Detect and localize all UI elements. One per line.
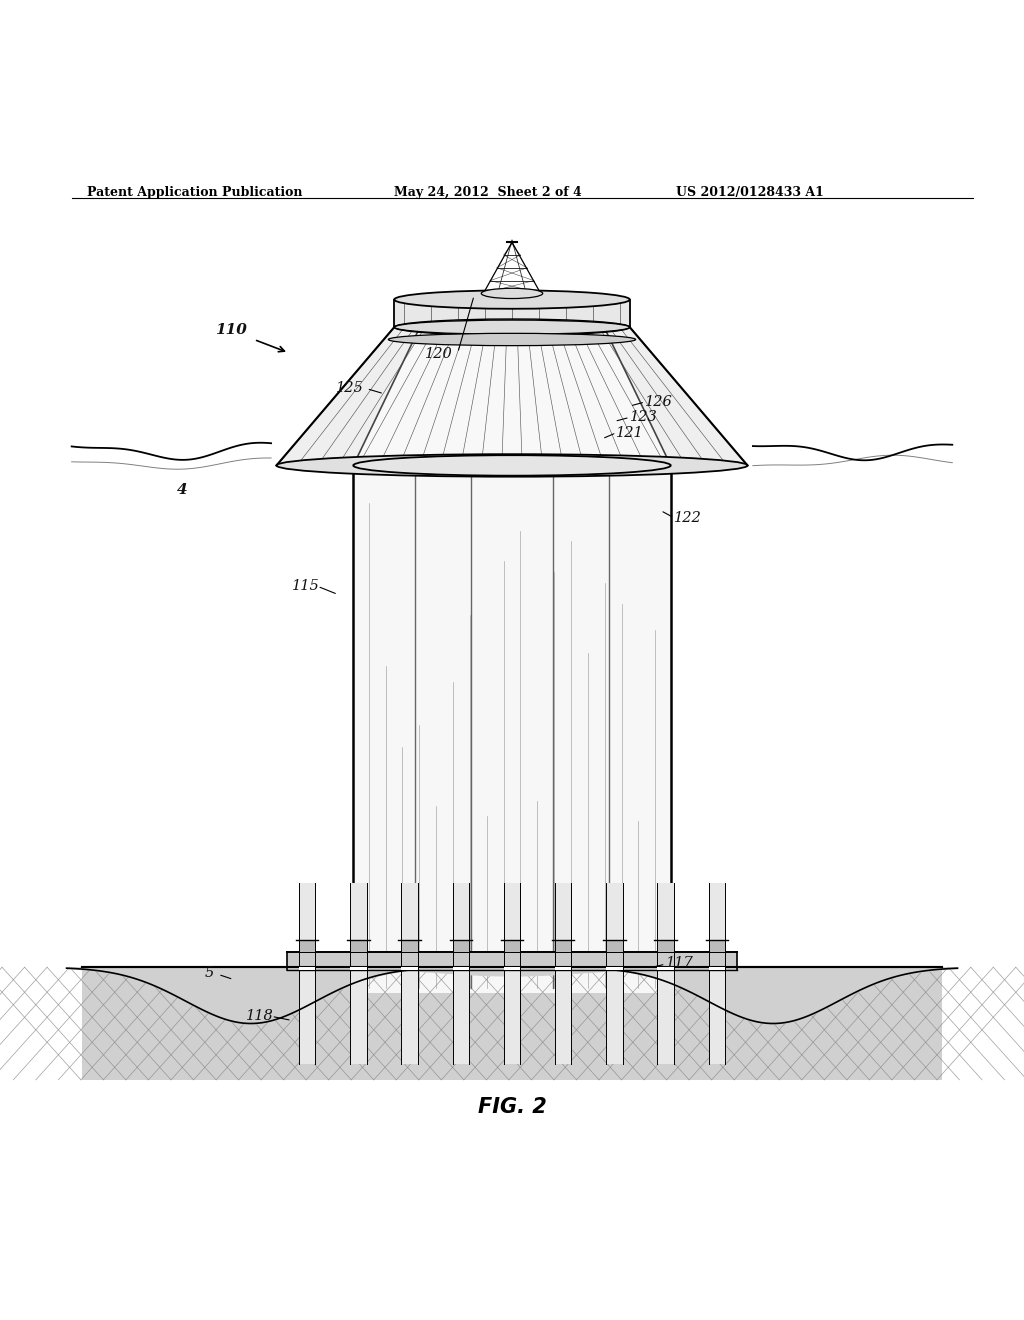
Text: 120: 120: [425, 347, 453, 360]
Bar: [709, 940, 725, 952]
Text: US 2012/0128433 A1: US 2012/0128433 A1: [676, 186, 823, 199]
Polygon shape: [299, 883, 315, 1064]
Bar: [350, 940, 367, 952]
Polygon shape: [504, 883, 520, 1064]
Polygon shape: [394, 300, 630, 327]
Bar: [555, 940, 571, 952]
Polygon shape: [350, 883, 367, 1064]
Text: May 24, 2012  Sheet 2 of 4: May 24, 2012 Sheet 2 of 4: [394, 186, 582, 199]
Ellipse shape: [394, 319, 630, 334]
Polygon shape: [657, 883, 674, 1064]
Ellipse shape: [481, 288, 543, 298]
Text: 121: 121: [616, 426, 644, 440]
Text: 5: 5: [205, 966, 214, 981]
Polygon shape: [606, 883, 623, 1064]
Polygon shape: [555, 883, 571, 1064]
Text: 118: 118: [246, 1010, 273, 1023]
Text: Patent Application Publication: Patent Application Publication: [87, 186, 302, 199]
Bar: [504, 940, 520, 952]
Text: 117: 117: [666, 956, 693, 970]
Text: 123: 123: [630, 411, 657, 425]
Polygon shape: [453, 883, 469, 1064]
Text: FIG. 2: FIG. 2: [477, 1097, 547, 1118]
Polygon shape: [82, 968, 942, 1080]
Bar: [401, 940, 418, 952]
Text: 126: 126: [645, 395, 673, 409]
Polygon shape: [709, 968, 725, 970]
Ellipse shape: [276, 454, 748, 477]
Polygon shape: [401, 968, 418, 970]
Polygon shape: [657, 968, 674, 970]
Polygon shape: [299, 968, 315, 970]
Polygon shape: [401, 883, 418, 1064]
Ellipse shape: [388, 334, 636, 346]
Polygon shape: [709, 883, 725, 1064]
Polygon shape: [555, 968, 571, 970]
Polygon shape: [504, 968, 520, 970]
Polygon shape: [606, 968, 623, 970]
Text: 125: 125: [336, 380, 364, 395]
Bar: [657, 940, 674, 952]
Text: 4: 4: [177, 483, 187, 498]
Polygon shape: [350, 968, 367, 970]
Text: 122: 122: [674, 511, 701, 525]
Polygon shape: [287, 952, 737, 970]
Bar: [453, 940, 469, 952]
Ellipse shape: [394, 290, 630, 309]
Polygon shape: [353, 466, 671, 993]
Text: 115: 115: [292, 579, 319, 594]
Ellipse shape: [353, 455, 671, 475]
Polygon shape: [353, 327, 671, 466]
Polygon shape: [276, 327, 748, 466]
Text: 110: 110: [215, 323, 247, 338]
Polygon shape: [453, 968, 469, 970]
Bar: [606, 940, 623, 952]
Bar: [299, 940, 315, 952]
